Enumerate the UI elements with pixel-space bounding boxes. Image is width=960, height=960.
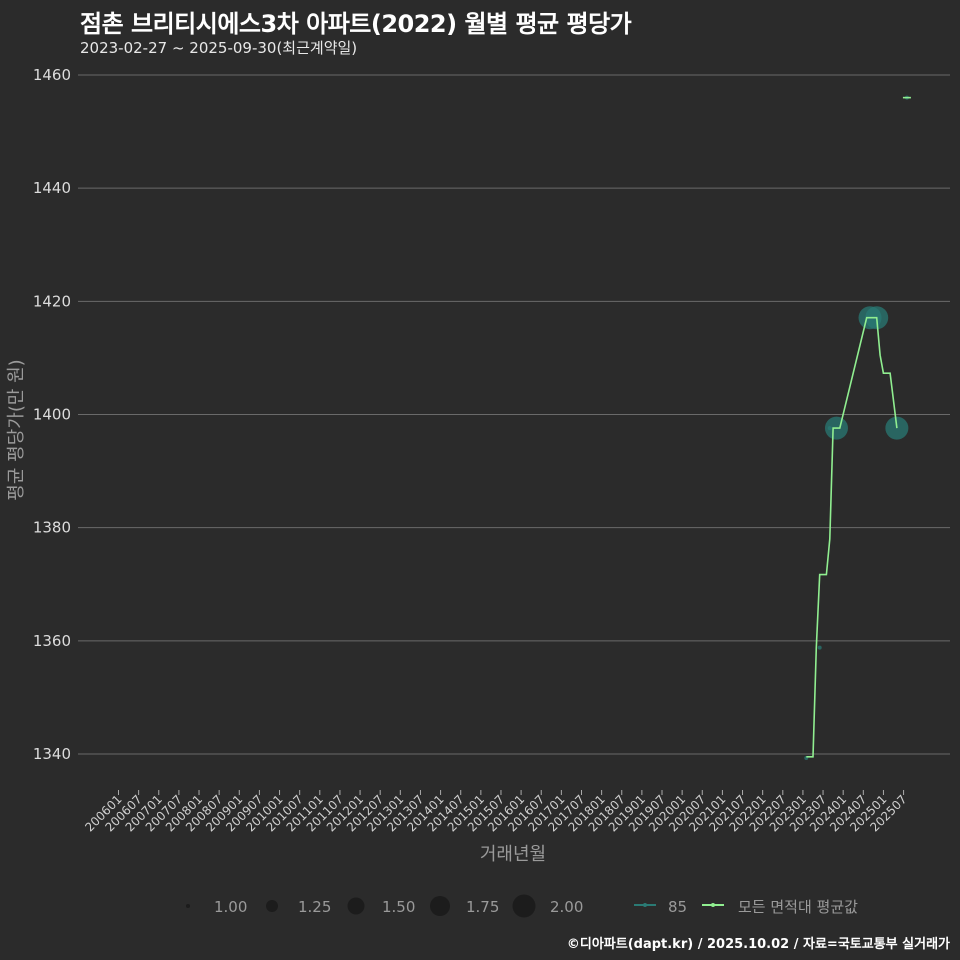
legend-size-label: 1.75 bbox=[466, 898, 499, 916]
legend-size-marker bbox=[266, 900, 278, 912]
legend-size-label: 1.00 bbox=[214, 898, 247, 916]
series-85-points bbox=[804, 95, 909, 760]
y-tick-label: 1340 bbox=[33, 745, 71, 763]
legend-size-marker bbox=[512, 894, 536, 918]
x-axis-ticks: 2006012006072007012007072008012008072009… bbox=[82, 790, 910, 835]
x-axis-title: 거래년월 bbox=[480, 844, 546, 865]
y-tick-label: 1360 bbox=[33, 632, 71, 650]
grid-lines bbox=[78, 74, 950, 755]
y-tick-label: 1460 bbox=[33, 66, 71, 84]
y-tick-label: 1440 bbox=[33, 179, 71, 197]
footer-credit: ©디아파트(dapt.kr) / 2025.10.02 / 자료=국토교통부 실… bbox=[566, 937, 950, 952]
y-axis-title: 평균 평당가(만 원) bbox=[6, 359, 27, 500]
chart-subtitle: 2023-02-27 ~ 2025-09-30(최근계약일) bbox=[80, 39, 358, 57]
y-tick-label: 1380 bbox=[33, 519, 71, 537]
legend-size-marker bbox=[347, 897, 365, 915]
legend-series-85: 85 bbox=[668, 898, 687, 916]
y-tick-label: 1420 bbox=[33, 292, 71, 310]
legend-size-marker bbox=[186, 904, 190, 908]
legend-series-average: 모든 면적대 평균값 bbox=[738, 898, 858, 916]
legend-size-label: 2.00 bbox=[550, 898, 583, 916]
y-tick-label: 1400 bbox=[33, 406, 71, 424]
chart-title: 점촌 브리티시에스3차 아파트(2022) 월별 평균 평당가 bbox=[80, 10, 632, 38]
y-axis-ticks: 1340 1360 1380 1400 1420 1440 1460 bbox=[33, 66, 71, 763]
legend-size-label: 1.50 bbox=[382, 898, 415, 916]
legend-size-marker bbox=[430, 896, 450, 916]
legend: 1.00 1.25 1.50 1.75 2.00 85 모든 면적대 평균값 bbox=[186, 894, 858, 918]
series-average-line bbox=[806, 96, 911, 758]
legend-size-label: 1.25 bbox=[298, 898, 331, 916]
data-point bbox=[817, 645, 822, 650]
